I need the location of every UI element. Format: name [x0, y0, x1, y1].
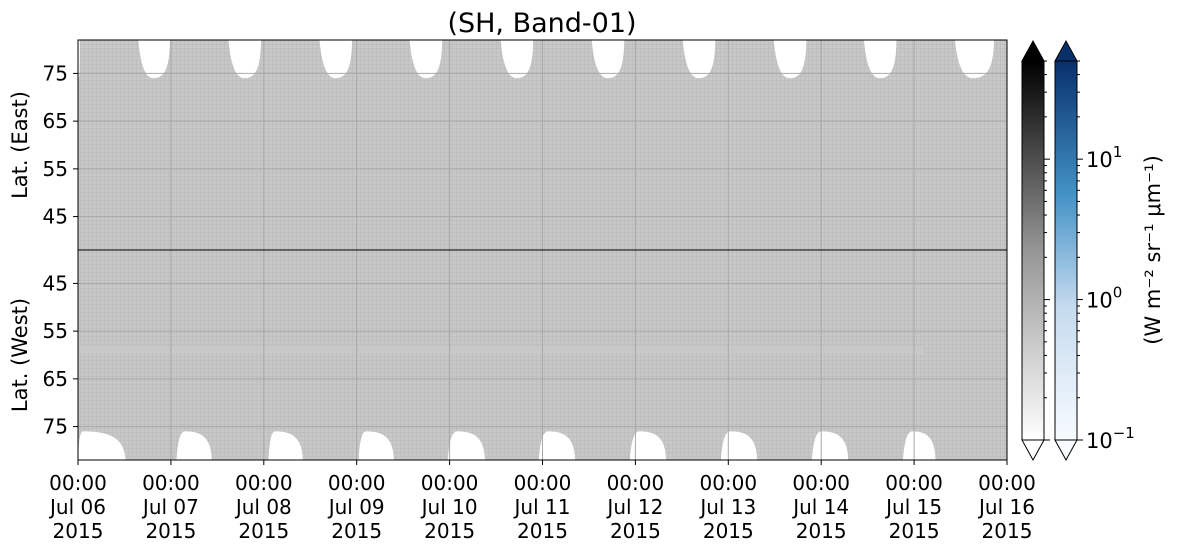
gap-east-4 [409, 40, 443, 79]
colorbar-grey-extend-bottom [1021, 439, 1045, 462]
gap-east-5 [500, 40, 534, 79]
y-tick-label-west-65: 65 [43, 367, 68, 391]
y-tick-label-east-45: 45 [43, 205, 68, 229]
x-tick-label-3-year: 2015 [331, 519, 382, 543]
colorbar-grey [1021, 39, 1045, 462]
x-tick-label-2-date: Jul 08 [234, 495, 292, 519]
gap-west-4 [447, 431, 485, 460]
x-tick-label-7-date: Jul 13 [698, 495, 756, 519]
y-tick-label-east-65: 65 [43, 109, 68, 133]
x-tick-label-5-time: 00:00 [514, 471, 572, 495]
x-tick-label-10-time: 00:00 [978, 471, 1036, 495]
gap-west-7 [720, 431, 758, 460]
gap-east-2 [228, 40, 262, 79]
gap-east-10 [954, 40, 994, 79]
gap-west-0 [78, 431, 126, 460]
y-tick-label-west-75: 75 [43, 415, 68, 439]
gap-east-6 [591, 40, 625, 79]
chart-title: (SH, Band-01) [447, 8, 636, 39]
gap-west-1 [176, 431, 212, 460]
panel-west: 45 55 65 75 Lat. (West) [8, 250, 1008, 460]
colorbar-grey-extend-top [1021, 39, 1045, 62]
panel-east: 45 55 65 75 Lat. (East) [8, 40, 1008, 250]
gap-west-9 [902, 431, 936, 460]
x-tick-label-0-date: Jul 06 [48, 495, 106, 519]
band-west [78, 347, 924, 354]
y-tick-label-west-55: 55 [43, 319, 68, 343]
y-axis-label-east: Lat. (East) [8, 91, 32, 199]
x-tick-label-6-year: 2015 [610, 519, 661, 543]
y-tick-label-east-55: 55 [43, 157, 68, 181]
x-tick-label-1-date: Jul 07 [141, 495, 199, 519]
y-tick-label-west-45: 45 [43, 271, 68, 295]
gap-east-8 [773, 40, 807, 79]
colorbar-label: (W m⁻² sr⁻¹ μm⁻¹) [1141, 155, 1165, 345]
colorbar-tick-label-1: 100 [1086, 284, 1122, 313]
gap-west-5 [538, 431, 576, 460]
x-tick-label-8-time: 00:00 [792, 471, 850, 495]
x-tick-label-2-year: 2015 [238, 519, 289, 543]
x-tick-label-10-date: Jul 16 [977, 495, 1035, 519]
gap-west-2 [268, 431, 303, 460]
y-axis-label-west: Lat. (West) [8, 298, 32, 412]
gap-west-3 [358, 431, 394, 460]
x-tick-label-1-year: 2015 [145, 519, 196, 543]
x-tick-label-8-date: Jul 14 [791, 495, 849, 519]
x-tick-label-10-year: 2015 [982, 519, 1033, 543]
x-tick-label-5-date: Jul 11 [513, 495, 571, 519]
x-tick-label-3-time: 00:00 [328, 471, 386, 495]
gap-east-9 [863, 40, 897, 79]
gap-east-1 [138, 40, 170, 79]
x-tick-label-8-year: 2015 [796, 519, 847, 543]
x-tick-label-6-date: Jul 12 [605, 495, 663, 519]
x-tick-label-7-year: 2015 [703, 519, 754, 543]
gap-east-3 [319, 40, 353, 79]
colorbar-blue-extend-bottom [1054, 439, 1078, 462]
gap-east-7 [682, 40, 716, 79]
y-tick-label-east-75: 75 [43, 61, 68, 85]
x-tick-label-9-year: 2015 [889, 519, 940, 543]
x-tick-label-4-time: 00:00 [421, 471, 479, 495]
colorbars: 101 100 10−1 (W m⁻² sr⁻¹ μm⁻¹) [1021, 39, 1165, 462]
x-tick-label-2-time: 00:00 [235, 471, 293, 495]
x-tick-label-4-date: Jul 10 [420, 495, 478, 519]
x-tick-label-1-time: 00:00 [142, 471, 200, 495]
x-tick-label-3-date: Jul 09 [327, 495, 385, 519]
colorbar-blue [1054, 39, 1078, 462]
x-tick-label-4-year: 2015 [424, 519, 475, 543]
x-tick-label-0-time: 00:00 [49, 471, 107, 495]
x-tick-label-9-time: 00:00 [885, 471, 943, 495]
colorbar-tick-label-2: 10−1 [1086, 424, 1135, 453]
colorbar-tick-label-0: 101 [1086, 143, 1122, 172]
x-tick-label-0-year: 2015 [53, 519, 104, 543]
x-tick-label-5-year: 2015 [517, 519, 568, 543]
x-tick-label-6-time: 00:00 [607, 471, 665, 495]
gap-west-6 [629, 431, 667, 460]
x-tick-label-7-time: 00:00 [699, 471, 757, 495]
colorbar-blue-extend-top [1054, 39, 1078, 62]
x-tick-label-9-date: Jul 15 [884, 495, 942, 519]
